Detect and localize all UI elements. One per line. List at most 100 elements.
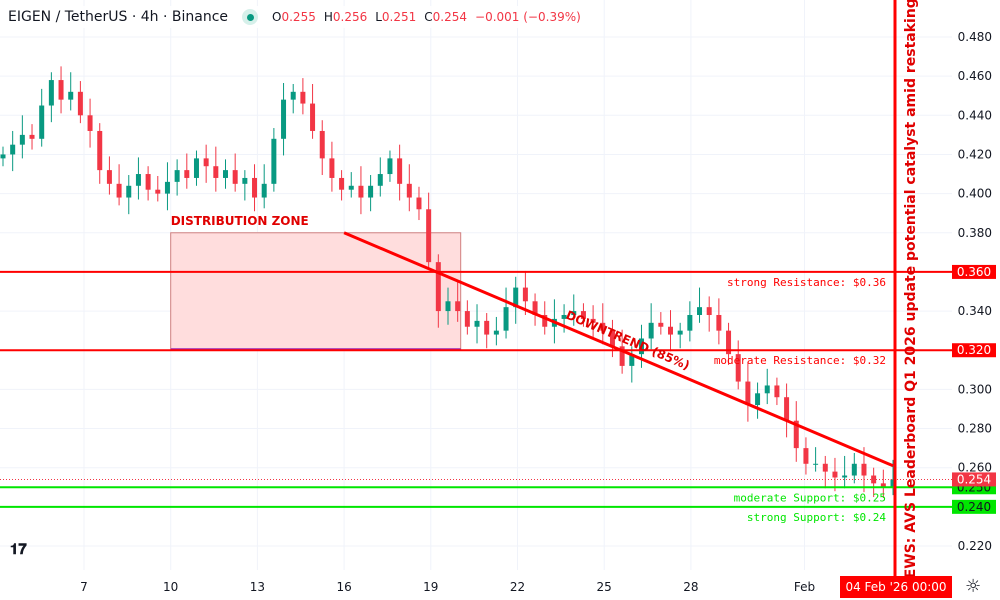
candle-body <box>880 483 886 488</box>
candle-body <box>638 338 644 355</box>
candle-body <box>832 471 838 478</box>
price-tag <box>952 499 996 514</box>
candle-body <box>106 170 112 184</box>
y-tick-label: 0.480 <box>958 30 992 44</box>
candle-body <box>387 158 393 175</box>
candle-body <box>861 463 867 476</box>
candle-body <box>735 354 741 382</box>
candle-body <box>203 158 209 167</box>
price-tag-label: 0.320 <box>957 343 991 357</box>
y-tick-label: 0.340 <box>958 304 992 318</box>
candle-body <box>726 330 732 355</box>
candle-body <box>793 420 799 449</box>
y-tick-label: 0.280 <box>958 422 992 436</box>
candle-body <box>426 209 432 263</box>
candle-body <box>677 330 683 335</box>
gear-icon[interactable]: ☼ <box>965 576 982 597</box>
candle-body <box>358 185 364 198</box>
last-price-label: 0.254 <box>957 472 991 486</box>
candle-body <box>290 91 296 100</box>
candle-body <box>619 346 625 366</box>
y-tick-label: 0.420 <box>958 147 992 161</box>
candle-body <box>29 134 35 139</box>
tradingview-logo-icon[interactable]: 𝟏𝟕 <box>10 540 27 558</box>
chart-header: EIGEN / TetherUS · 4h · Binance O0.255 H… <box>8 6 581 28</box>
candle-body <box>242 177 248 184</box>
candle-body <box>19 134 25 145</box>
candle-body <box>764 385 770 394</box>
candle-body <box>397 158 403 184</box>
support-label: moderate Support: $0.25 <box>734 491 886 504</box>
candle-body <box>542 314 548 327</box>
candle-body <box>193 158 199 178</box>
news-label: NEWS: AVS Leaderboard Q1 2026 update pot… <box>903 0 919 590</box>
candle-body <box>658 322 664 327</box>
candle-body <box>406 183 412 198</box>
candle-body <box>87 115 93 131</box>
y-tick-label: 0.260 <box>958 460 992 474</box>
x-tick-label: 7 <box>80 580 88 594</box>
candle-body <box>145 174 151 190</box>
candle-body <box>600 322 606 331</box>
candle-body <box>464 311 470 327</box>
candle-body <box>416 197 422 210</box>
candle-body <box>716 314 722 331</box>
y-tick-label: 0.440 <box>958 108 992 122</box>
y-tick-label: 0.460 <box>958 69 992 83</box>
candle-body <box>58 80 64 100</box>
candle-body <box>648 322 654 339</box>
y-tick-label: 0.220 <box>958 539 992 553</box>
candle-body <box>252 177 258 198</box>
date-tag <box>840 576 952 598</box>
candle-body <box>755 393 761 406</box>
candle-body <box>822 463 828 472</box>
candle-body <box>561 314 567 319</box>
candle-body <box>135 174 141 186</box>
support-label: strong Support: $0.24 <box>747 511 886 524</box>
distribution-zone: DISTRIBUTION ZONE <box>170 214 462 351</box>
market-open-dot-icon <box>242 9 259 25</box>
candle-body <box>116 183 122 198</box>
candle-body <box>184 170 190 178</box>
candle-body <box>532 301 538 315</box>
x-tick-label: 25 <box>597 580 612 594</box>
x-tick-label: 28 <box>683 580 698 594</box>
candle-body <box>474 320 480 327</box>
overlays: strong Resistance: $0.36 moderate Resista… <box>0 0 952 598</box>
downtrend-label: DOWNTREND (85%) <box>564 308 692 373</box>
candle-body <box>697 307 703 315</box>
candle-body <box>319 130 325 159</box>
candle-body <box>493 330 499 335</box>
candle-body <box>455 301 461 312</box>
candle-body <box>155 189 161 194</box>
candle-body <box>39 105 45 139</box>
resistance-label: moderate Resistance: $0.32 <box>714 354 886 367</box>
candle-body <box>580 311 586 319</box>
candle-body <box>842 475 848 478</box>
resistance-label: strong Resistance: $0.36 <box>727 276 886 289</box>
candle-body <box>706 307 712 315</box>
candle-body <box>851 463 857 476</box>
candle-body <box>232 170 238 184</box>
candle-body <box>513 287 519 308</box>
y-tick-label: 0.400 <box>958 187 992 201</box>
candle-body <box>310 103 316 131</box>
x-tick-label: Feb <box>794 580 815 594</box>
change-value: −0.001 (−0.39%) <box>475 10 581 24</box>
candle-body <box>77 91 83 116</box>
y-tick-label: 0.300 <box>958 382 992 396</box>
candle-body <box>522 287 528 302</box>
candle-body <box>339 177 345 190</box>
candle-body <box>281 99 287 139</box>
price-tag-label: 0.360 <box>957 265 991 279</box>
low-value: 0.251 <box>381 10 417 24</box>
candle-body <box>668 326 673 335</box>
candles <box>0 66 896 499</box>
symbol-title[interactable]: EIGEN / TetherUS · 4h · Binance <box>8 9 229 25</box>
open-value: 0.255 <box>281 10 316 24</box>
x-tick-label: 16 <box>336 580 351 594</box>
candle-body <box>503 307 509 331</box>
downtrend-line <box>343 231 894 468</box>
candle-body <box>629 354 635 366</box>
